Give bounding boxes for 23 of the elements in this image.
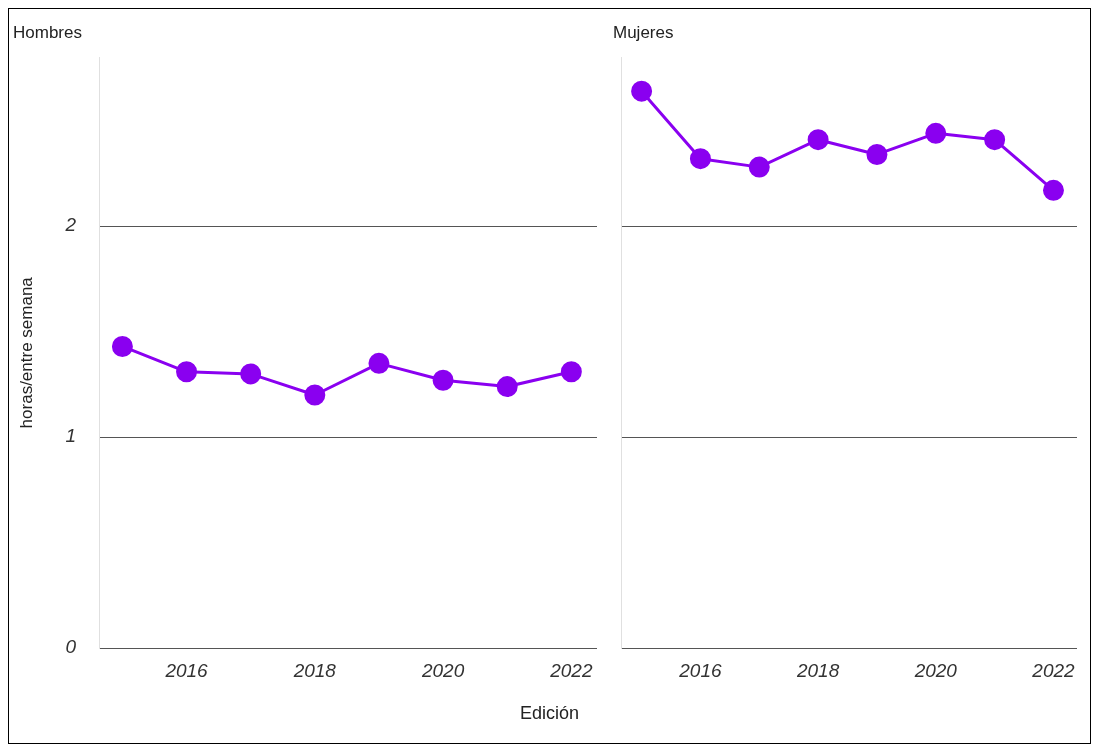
point bbox=[1042, 179, 1064, 201]
y-axis-title: horas/entre semana bbox=[16, 276, 36, 429]
point bbox=[631, 80, 653, 102]
point bbox=[689, 148, 711, 170]
y-tick-label: 2 bbox=[64, 214, 77, 236]
x-tick-label: 2020 bbox=[913, 659, 958, 681]
x-tick-label: 2020 bbox=[420, 659, 465, 681]
chart-title: Mujeres bbox=[613, 22, 674, 42]
y-tick-label: 1 bbox=[65, 425, 76, 447]
point bbox=[925, 122, 947, 144]
x-tick-label: 2022 bbox=[549, 659, 593, 681]
x-tick-label: 2018 bbox=[795, 659, 840, 681]
x-axis-title: Edición bbox=[518, 703, 580, 724]
x-tick-label: 2016 bbox=[678, 659, 722, 681]
x-tick-label: 2016 bbox=[164, 659, 209, 681]
chart-title: Hombres bbox=[13, 22, 82, 42]
y-tick-label: 0 bbox=[65, 636, 77, 658]
point bbox=[748, 156, 770, 178]
point bbox=[984, 129, 1006, 151]
point bbox=[866, 143, 888, 165]
x-tick-label: 2022 bbox=[1031, 659, 1076, 681]
x-tick-label: 2018 bbox=[292, 659, 337, 681]
point bbox=[807, 129, 829, 151]
